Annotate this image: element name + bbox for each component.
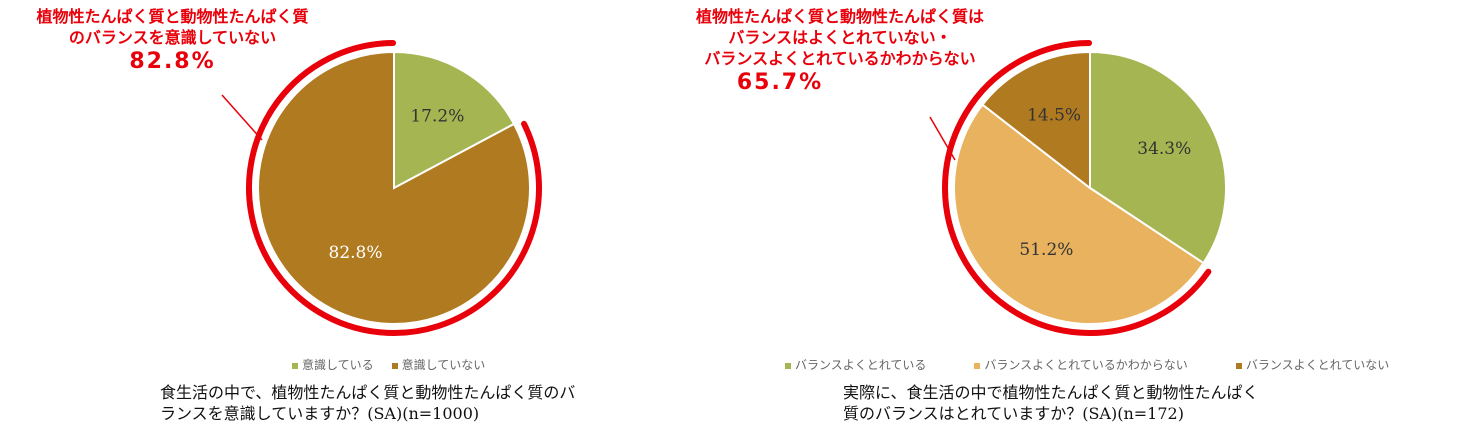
data-label: 14.5% <box>1027 106 1081 126</box>
highlight-arc <box>942 40 1212 336</box>
legend-label: バランスよくとれているかわからない <box>984 358 1188 372</box>
caption-line: ランスを意識していますか？(SA)(n=1000) <box>160 404 480 423</box>
callout-line: バランスよくとれているかわからない <box>704 49 976 68</box>
legend-swatch <box>974 362 981 369</box>
callout-value: 65.7% <box>736 70 824 95</box>
callout-line: 植物性たんぱく質と動物性たんぱく質 <box>36 7 309 26</box>
caption-line: 質のバランスはとれていますか？(SA)(n=172) <box>843 404 1184 423</box>
callout-left: 植物性たんぱく質と動物性たんぱく質 のバランスを意識していない 82.8% <box>0 6 345 76</box>
data-label: 51.2% <box>1019 240 1073 260</box>
legend-label: バランスよくとれていない <box>1245 358 1390 372</box>
legend-label: 意識している <box>302 358 374 372</box>
legend-item: バランスよくとれている <box>785 356 926 373</box>
legend-label: 意識していない <box>401 358 486 372</box>
legend-right: バランスよくとれている バランスよくとれているかわからない バランスよくとれてい… <box>785 356 1389 373</box>
callout-right: 植物性たんぱく質と動物性たんぱく質は バランスはよくとれていない・ バランスよく… <box>630 6 1050 97</box>
legend-item: バランスよくとれていない <box>1235 356 1390 373</box>
caption-left: 食生活の中で、植物性たんぱく質と動物性たんぱく質のバ ランスを意識していますか？… <box>160 382 575 424</box>
callout-line: のバランスを意識していない <box>68 28 277 47</box>
caption-line: 実際に、食生活の中で植物性たんぱく質と動物性たんぱく <box>843 383 1259 402</box>
callout-leader-line <box>929 116 956 161</box>
legend-swatch <box>785 362 791 369</box>
pie-slice <box>953 103 1205 326</box>
legend-swatch <box>292 362 298 369</box>
pie-slice <box>257 50 531 325</box>
legend-item: バランスよくとれているかわからない <box>974 356 1188 373</box>
data-label: 17.2% <box>410 107 464 127</box>
legend-label: バランスよくとれている <box>795 358 927 372</box>
callout-line: バランスはよくとれていない・ <box>728 28 952 47</box>
legend-swatch <box>1235 362 1242 369</box>
caption-right: 実際に、食生活の中で植物性たんぱく質と動物性たんぱく 質のバランスはとれています… <box>843 382 1259 424</box>
legend-item: 意識している <box>292 356 374 373</box>
highlight-arc <box>246 40 542 336</box>
caption-line: 食生活の中で、植物性たんぱく質と動物性たんぱく質のバ <box>160 383 576 402</box>
legend-item: 意識していない <box>391 356 486 373</box>
legend-swatch <box>391 362 398 369</box>
legend-left: 意識している 意識していない <box>292 356 485 373</box>
callout-value: 82.8% <box>129 49 216 74</box>
callout-leader-line <box>221 94 263 141</box>
pie-slice <box>393 50 516 190</box>
callout-line: 植物性たんぱく質と動物性たんぱく質は <box>695 7 984 26</box>
data-label: 82.8% <box>329 243 383 263</box>
pie-slice <box>981 50 1091 191</box>
data-label: 34.3% <box>1137 139 1191 159</box>
